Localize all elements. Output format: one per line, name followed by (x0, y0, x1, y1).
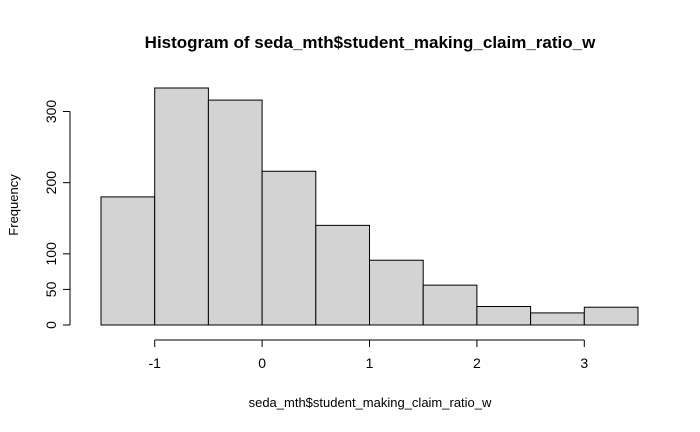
bars-group (100, 87, 639, 326)
y-tick-label: 0 (43, 321, 59, 329)
x-axis-label: seda_mth$student_making_claim_ratio_w (249, 395, 492, 410)
y-tick-label: 100 (43, 242, 59, 266)
histogram-bar (583, 306, 639, 326)
histogram-bar (530, 312, 585, 326)
histogram-bar (261, 170, 317, 326)
y-axis-label: Frequency (6, 174, 21, 236)
histogram-bar (422, 284, 478, 326)
x-tick-label: -1 (148, 355, 161, 371)
x-tick-label: 0 (258, 355, 266, 371)
y-axis: 0 50 100 200 300 (43, 100, 71, 329)
chart-title: Histogram of seda_mth$student_making_cla… (145, 33, 596, 52)
x-tick-label: 3 (580, 355, 588, 371)
histogram-bar (369, 259, 424, 326)
x-tick-label: 2 (473, 355, 481, 371)
histogram-bar (207, 99, 263, 326)
histogram-bar (154, 87, 209, 326)
y-tick-label: 200 (43, 171, 59, 195)
histogram-bar (476, 305, 532, 326)
y-tick-label: 50 (43, 281, 59, 297)
y-tick-label: 300 (43, 100, 59, 124)
histogram-bar (315, 224, 370, 326)
x-axis: -1 0 1 2 3 (148, 339, 588, 371)
x-tick-label: 1 (366, 355, 374, 371)
histogram-bar (100, 196, 156, 326)
